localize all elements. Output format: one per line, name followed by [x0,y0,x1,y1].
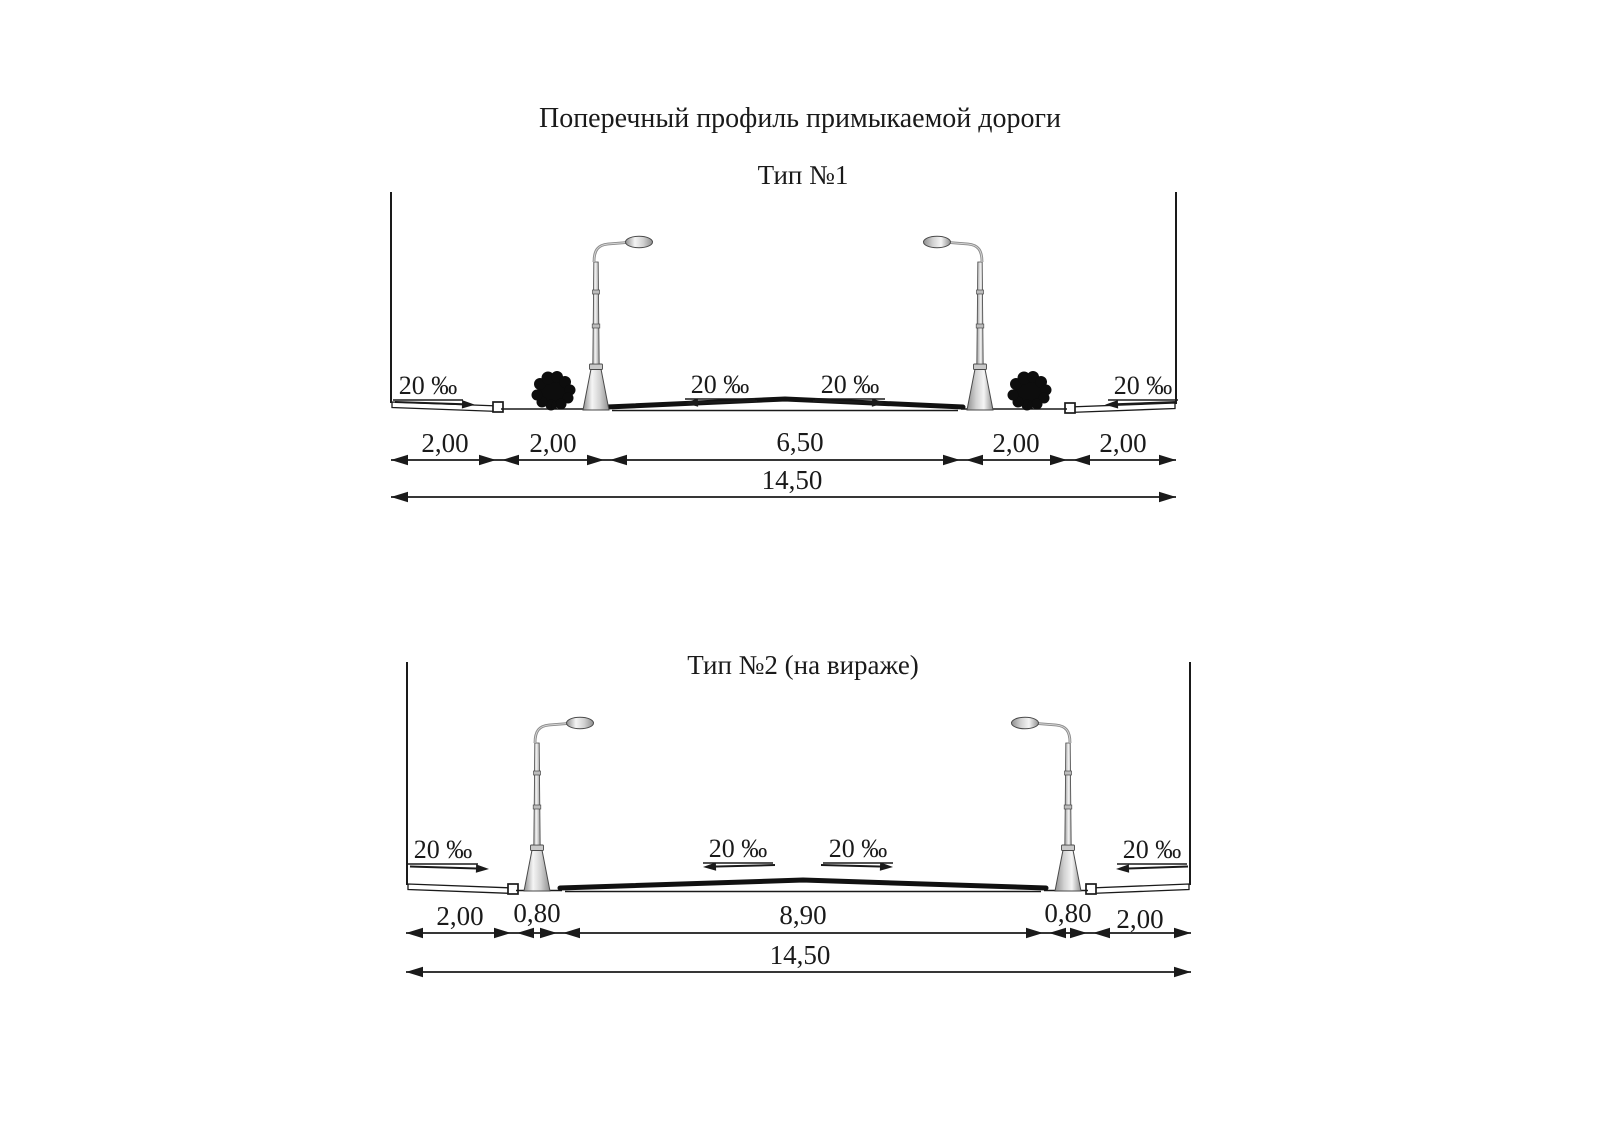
slope-arrow-shaft [820,864,890,868]
slope-label-outer-right: 20 ‰ [1104,371,1178,409]
dim-arrowhead-icon [943,454,960,466]
slope-arrowhead-icon [475,864,490,874]
total-dim-label: 14,50 [770,940,831,970]
total-dim-label: 14,50 [762,465,823,495]
dim-arrowhead-icon [517,927,534,939]
sidewalk-right [1089,883,1190,895]
dimension-row-total: 14,50 [406,940,1191,978]
slope-arrowhead-icon [1115,864,1130,874]
dim-arrowhead-icon [1073,454,1090,466]
street-lamp-right-icon [922,234,995,412]
profile-type1: Тип №1 20 ‰ 20 ‰ 20 ‰ [390,160,1178,503]
dim-arrowhead-icon [1174,966,1191,978]
dim-arrowhead-icon [406,966,423,978]
dim-arrowhead-icon [587,454,604,466]
dim-arrowhead-icon [540,927,557,939]
dim-label: 6,50 [776,427,823,457]
slope-value: 20 ‰ [691,370,750,399]
dim-label: 0,80 [513,898,560,928]
dim-arrowhead-icon [610,454,627,466]
slope-arrow-shaft [409,865,486,870]
bush-left-icon [531,371,576,411]
slope-arrow-shaft [688,400,758,404]
curb-left [492,401,504,413]
dim-label: 2,00 [421,428,468,458]
dim-arrowhead-icon [1050,454,1067,466]
slope-arrow-shaft [394,401,472,406]
dim-arrowhead-icon [966,454,983,466]
dim-arrowhead-icon [494,927,511,939]
slope-value: 20 ‰ [1123,835,1182,864]
slope-arrow-shaft [1119,865,1189,870]
sidewalk-left [407,883,515,895]
curb-right [1064,402,1076,414]
slope-value: 20 ‰ [399,371,458,400]
profile2-title: Тип №2 (на вираже) [687,650,919,680]
slope-label-inner-right: 20 ‰ [812,370,886,408]
slope-value: 20 ‰ [414,835,473,864]
dim-label: 2,00 [1099,428,1146,458]
slope-arrow-shaft [812,400,882,404]
profile-type2: Тип №2 (на вираже) 20 ‰ 20 ‰ 20 ‰ [406,650,1191,978]
slope-label-outer-left: 20 ‰ [393,371,476,409]
road-surface [557,877,1049,891]
dim-arrowhead-icon [1049,927,1066,939]
dimension-row-segments: 2,00 2,00 6,50 2,00 2,00 [391,427,1176,466]
page-title: Поперечный профиль примыкаемой дороги [539,103,1061,134]
slope-value: 20 ‰ [709,834,768,863]
slope-label-inner-left: 20 ‰ [702,834,776,872]
dim-arrowhead-icon [1159,454,1176,466]
dim-arrowhead-icon [479,454,496,466]
dim-label: 0,80 [1044,898,1091,928]
dim-arrowhead-icon [563,927,580,939]
profile1-title: Тип №1 [758,160,849,190]
dim-label: 2,00 [992,428,1039,458]
dimension-row-total: 14,50 [391,465,1176,503]
bush-right-icon [1007,371,1052,411]
dim-arrowhead-icon [406,927,423,939]
dim-label: 2,00 [436,901,483,931]
slope-label-inner-left: 20 ‰ [684,370,758,408]
dim-arrowhead-icon [391,491,408,503]
road-surface [604,396,966,410]
dim-label: 2,00 [1116,904,1163,934]
slope-value: 20 ‰ [821,370,880,399]
dim-label: 2,00 [529,428,576,458]
dim-label: 8,90 [779,900,826,930]
street-lamp-right-icon [1010,715,1083,893]
street-lamp-left-icon [581,234,654,412]
dim-arrowhead-icon [1093,927,1110,939]
slope-value: 20 ‰ [829,834,888,863]
dim-arrowhead-icon [391,454,408,466]
slope-arrow-shaft [706,864,776,868]
dim-arrowhead-icon [1159,491,1176,503]
dimension-row-segments: 2,00 0,80 8,90 0,80 2,00 [406,898,1191,939]
slope-arrow-shaft [1108,401,1178,406]
dim-arrowhead-icon [502,454,519,466]
curb-right [1085,883,1097,895]
slope-value: 20 ‰ [1114,371,1173,400]
curb-left [507,883,519,895]
slope-label-inner-right: 20 ‰ [820,834,894,872]
slope-label-outer-right: 20 ‰ [1115,835,1189,874]
street-lamp-left-icon [522,715,595,893]
dim-arrowhead-icon [1174,927,1191,939]
dim-arrowhead-icon [1026,927,1043,939]
dim-arrowhead-icon [1070,927,1087,939]
slope-label-outer-left: 20 ‰ [408,835,490,874]
